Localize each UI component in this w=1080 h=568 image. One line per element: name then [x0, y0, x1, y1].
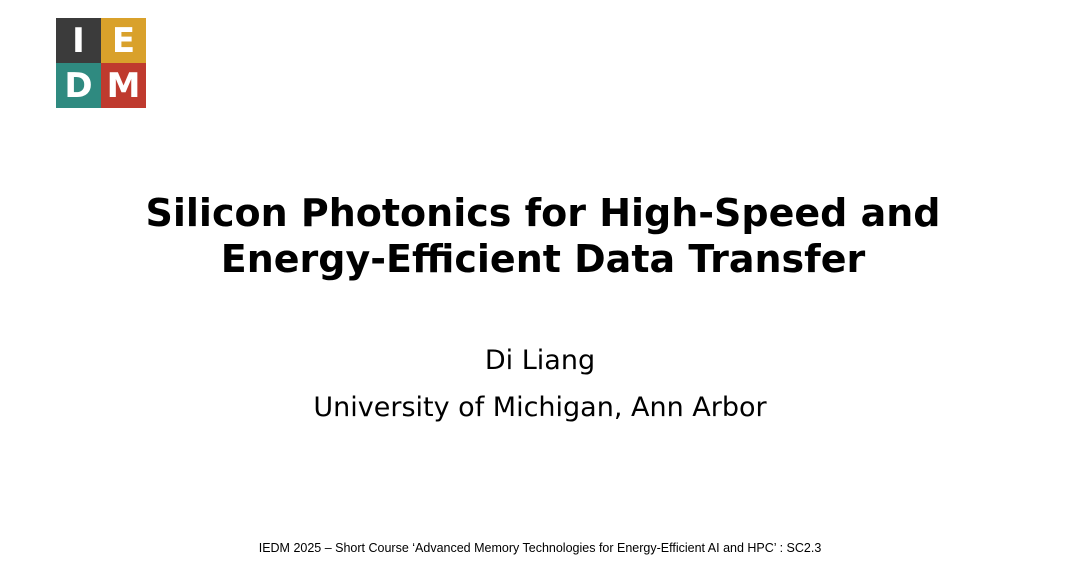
slide-title: Silicon Photonics for High-Speed and Ene…	[0, 190, 1080, 282]
author-name: Di Liang	[484, 345, 596, 376]
author-affiliation: University of Michigan, Ann Arbor	[313, 392, 767, 423]
iedm-logo: I E D M	[56, 18, 146, 108]
logo-letter-d: D	[56, 63, 101, 108]
title-line-1: Silicon Photonics for High-Speed and	[145, 191, 941, 235]
logo-letter-e: E	[101, 18, 146, 63]
logo-letter-m: M	[101, 63, 146, 108]
logo-letter-i: I	[56, 18, 101, 63]
title-line-2: Energy-Efficient Data Transfer	[220, 237, 866, 281]
slide-footer: IEDM 2025 – Short Course ‘Advanced Memor…	[258, 541, 822, 555]
